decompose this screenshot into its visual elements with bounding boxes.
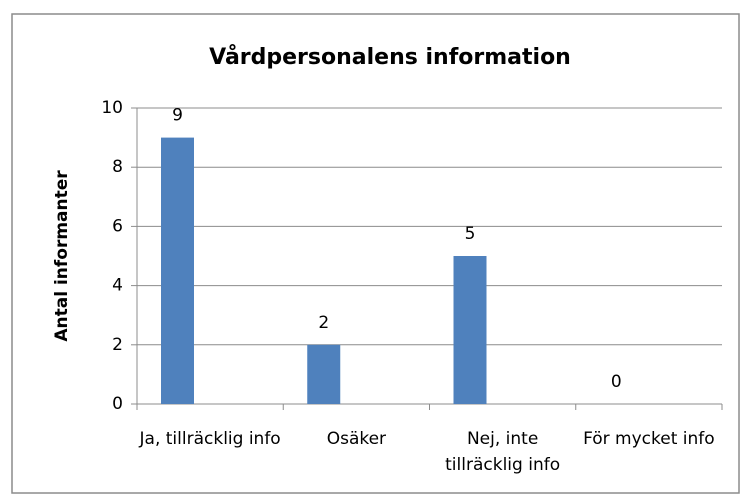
data-label: 0 — [611, 372, 622, 392]
y-tick-label: 2 — [112, 335, 123, 355]
x-tick-label: För mycket info — [583, 429, 715, 449]
chart-border — [11, 13, 740, 494]
y-tick-label: 0 — [112, 394, 123, 414]
x-tick-label: Nej, inte tillräcklig info — [445, 429, 561, 475]
data-label: 5 — [465, 224, 476, 244]
data-label: 2 — [318, 313, 329, 333]
data-label: 9 — [172, 106, 183, 126]
y-tick-label: 10 — [101, 98, 123, 118]
x-tick-label: Osäker — [326, 429, 387, 449]
y-axis-label: Antal informanter — [52, 170, 72, 342]
chart-title: Vårdpersonalens information — [209, 44, 571, 70]
y-tick-label: 8 — [112, 157, 123, 177]
x-tick-label: Ja, tillräcklig info — [139, 429, 281, 449]
y-tick-label: 6 — [112, 216, 123, 236]
bar — [307, 344, 341, 404]
bar — [161, 137, 194, 404]
y-tick-label: 4 — [112, 276, 123, 296]
bar — [453, 256, 487, 404]
